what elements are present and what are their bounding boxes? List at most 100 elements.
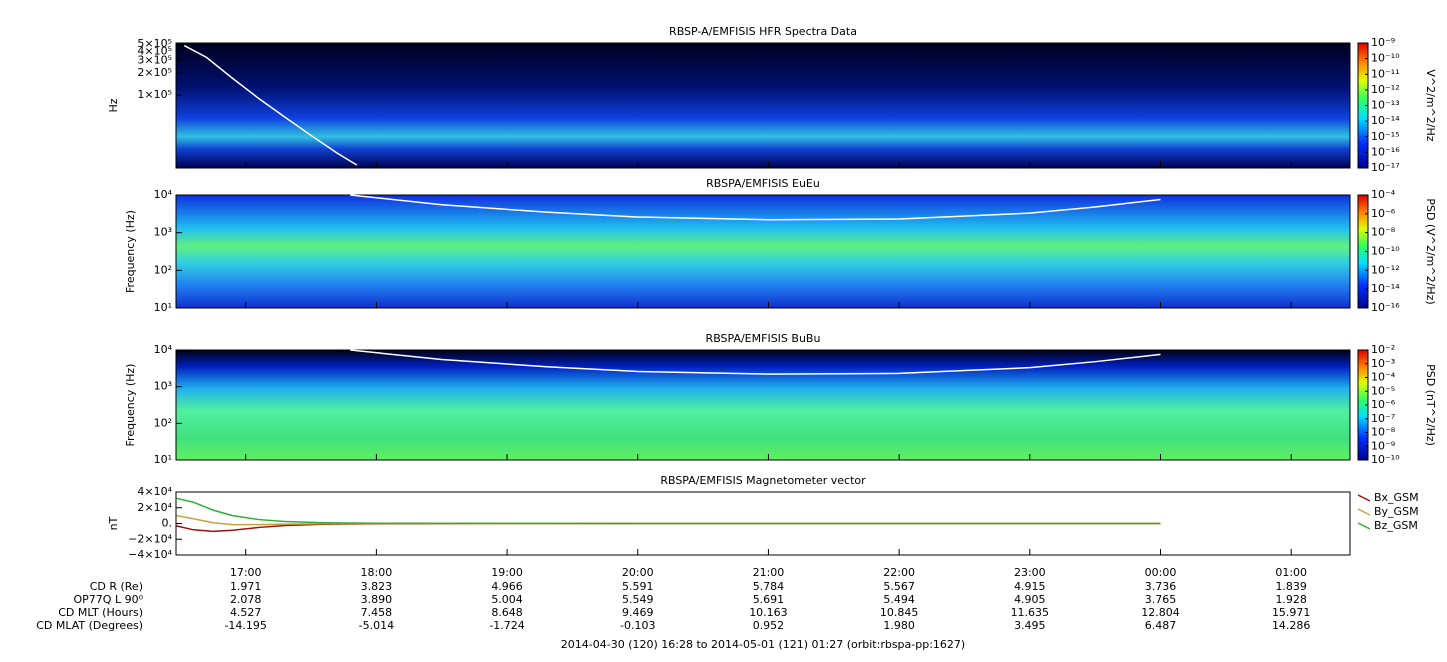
ephemeris-value: 5.691 [753, 593, 785, 606]
ephemeris-value: 5.591 [622, 580, 654, 593]
ephemeris-value: 5.567 [883, 580, 915, 593]
ephemeris-value: 1.928 [1275, 593, 1307, 606]
ephemeris-value: 6.487 [1145, 619, 1177, 632]
ephemeris-value: 7.458 [361, 606, 393, 619]
colorbar-tick-label: 10⁻³ [1371, 357, 1395, 370]
y-tick-label: 10² [154, 416, 172, 429]
spectrogram-image [176, 43, 1350, 168]
y-tick-label: 3×10⁵ [137, 53, 172, 66]
colorbar-tick-label: 10⁻⁶ [1371, 207, 1396, 220]
footer: 2014-04-30 (120) 16:28 to 2014-05-01 (12… [561, 638, 965, 651]
colorbar-tick-label: 10⁻¹⁰ [1371, 52, 1400, 65]
y-tick-label: 5×10⁵ [137, 37, 172, 50]
y-tick-label: 10⁴ [154, 188, 173, 201]
x-tick-label: 17:00 [230, 566, 262, 579]
y-tick-label: 10² [154, 263, 172, 276]
y-axis-label: Frequency (Hz) [124, 210, 137, 293]
colorbar-tick-label: 10⁻⁹ [1371, 36, 1395, 49]
colorbar-tick-label: 10⁻⁹ [1371, 439, 1395, 452]
legend-swatch [1357, 508, 1371, 516]
colorbar-tick-label: 10⁻¹⁰ [1371, 245, 1400, 258]
ephemeris-value: 5.494 [883, 593, 915, 606]
ephemeris-label: CD R (Re) [90, 580, 143, 593]
ephemeris-value: 4.915 [1014, 580, 1046, 593]
ephemeris-value: 4.905 [1014, 593, 1046, 606]
ephemeris-value: -1.724 [489, 619, 524, 632]
colorbar-tick-label: 10⁻¹⁴ [1371, 282, 1400, 295]
ephemeris-value: 3.765 [1145, 593, 1177, 606]
colorbar-label: PSD (V^2/m^2/Hz) [1424, 198, 1437, 304]
legend-swatch [1357, 522, 1371, 530]
y-tick-label: 4×10⁴ [137, 485, 172, 498]
y-tick-label: 10¹ [154, 301, 172, 314]
y-axis-label: nT [107, 516, 120, 530]
ephemeris-value: 1.839 [1275, 580, 1307, 593]
x-tick-label: 18:00 [361, 566, 393, 579]
plasma-line [350, 194, 1161, 221]
ephemeris-value: 3.890 [361, 593, 393, 606]
colorbar-tick-label: 10⁻⁴ [1371, 371, 1396, 384]
colorbar-tick-label: 10⁻⁶ [1371, 398, 1396, 411]
colorbar-tick-label: 10⁻¹⁶ [1371, 301, 1400, 314]
ephemeris-value: 9.469 [622, 606, 654, 619]
ephemeris-value: 3.495 [1014, 619, 1046, 632]
colorbar-tick-label: 10⁻⁸ [1371, 426, 1396, 439]
y-tick-label: 2×10⁴ [137, 501, 172, 514]
colorbar-tick-label: 10⁻¹⁷ [1371, 161, 1400, 174]
panel-title: RBSP-A/EMFISIS HFR Spectra Data [669, 25, 857, 38]
spectrogram-image [176, 350, 1350, 460]
panel-title: RBSPA/EMFISIS BuBu [706, 332, 821, 345]
y-tick-label: 10¹ [154, 453, 172, 466]
y-tick-label: 1×10⁵ [137, 88, 172, 101]
ephemeris-label: CD MLAT (Degrees) [36, 619, 143, 632]
ephemeris-value: 10.845 [880, 606, 919, 619]
y-tick-label: 4×10⁵ [137, 44, 172, 57]
x-tick-label: 20:00 [622, 566, 654, 579]
colorbar-tick-label: 10⁻¹³ [1371, 99, 1400, 112]
y-tick-label: 2×10⁵ [137, 66, 172, 79]
ephemeris-value: 11.635 [1011, 606, 1050, 619]
x-tick-label: 01:00 [1275, 566, 1307, 579]
ephemeris-value: 0.952 [753, 619, 785, 632]
y-tick-label: 10³ [154, 380, 172, 393]
ephemeris-value: 15.971 [1272, 606, 1311, 619]
x-tick-label: 23:00 [1014, 566, 1046, 579]
ephemeris-value: 4.966 [491, 580, 523, 593]
y-axis-label: Hz [107, 98, 120, 112]
ephemeris-value: 1.971 [230, 580, 262, 593]
plasma-line [350, 349, 1161, 375]
ephemeris-value: -5.014 [359, 619, 394, 632]
ephemeris-value: 4.527 [230, 606, 262, 619]
colorbar-tick-label: 10⁻¹¹ [1371, 67, 1400, 80]
ephemeris-value: 5.004 [491, 593, 523, 606]
y-tick-label: 0. [162, 517, 173, 530]
x-tick-label: 00:00 [1145, 566, 1177, 579]
ephemeris-label: OP77Q L 90⁰ [74, 593, 144, 606]
y-tick-label: −4×10⁴ [128, 548, 172, 561]
plot-frame [175, 194, 1351, 309]
y-axis-label: Frequency (Hz) [124, 364, 137, 447]
colorbar-tick-label: 10⁻¹² [1371, 263, 1400, 276]
colorbar-tick-label: 10⁻¹⁴ [1371, 114, 1400, 127]
colorbar-label: V^2/m^2/Hz [1424, 69, 1437, 141]
legend-swatch [1357, 494, 1371, 502]
ephemeris-value: 2.078 [230, 593, 262, 606]
ephemeris-value: -14.195 [224, 619, 266, 632]
colorbar-tick-label: 10⁻¹⁶ [1371, 145, 1400, 158]
ephemeris-value: 14.286 [1272, 619, 1311, 632]
plot-frame [175, 42, 1351, 169]
legend-label: Bz_GSM [1374, 519, 1418, 532]
line-series [176, 522, 1161, 533]
panel-title: RBSPA/EMFISIS Magnetometer vector [660, 474, 866, 487]
colorbar-tick-label: 10⁻⁴ [1371, 188, 1396, 201]
colorbar-tick-label: 10⁻¹⁰ [1371, 453, 1400, 466]
ephemeris-value: 12.804 [1141, 606, 1180, 619]
x-tick-label: 21:00 [753, 566, 785, 579]
plot-frame [175, 349, 1351, 461]
ephemeris-value: -0.103 [620, 619, 655, 632]
ephemeris-value: 5.549 [622, 593, 654, 606]
colorbar-tick-label: 10⁻⁷ [1371, 412, 1395, 425]
ephemeris-value: 8.648 [491, 606, 523, 619]
colorbar-tick-label: 10⁻¹² [1371, 83, 1400, 96]
